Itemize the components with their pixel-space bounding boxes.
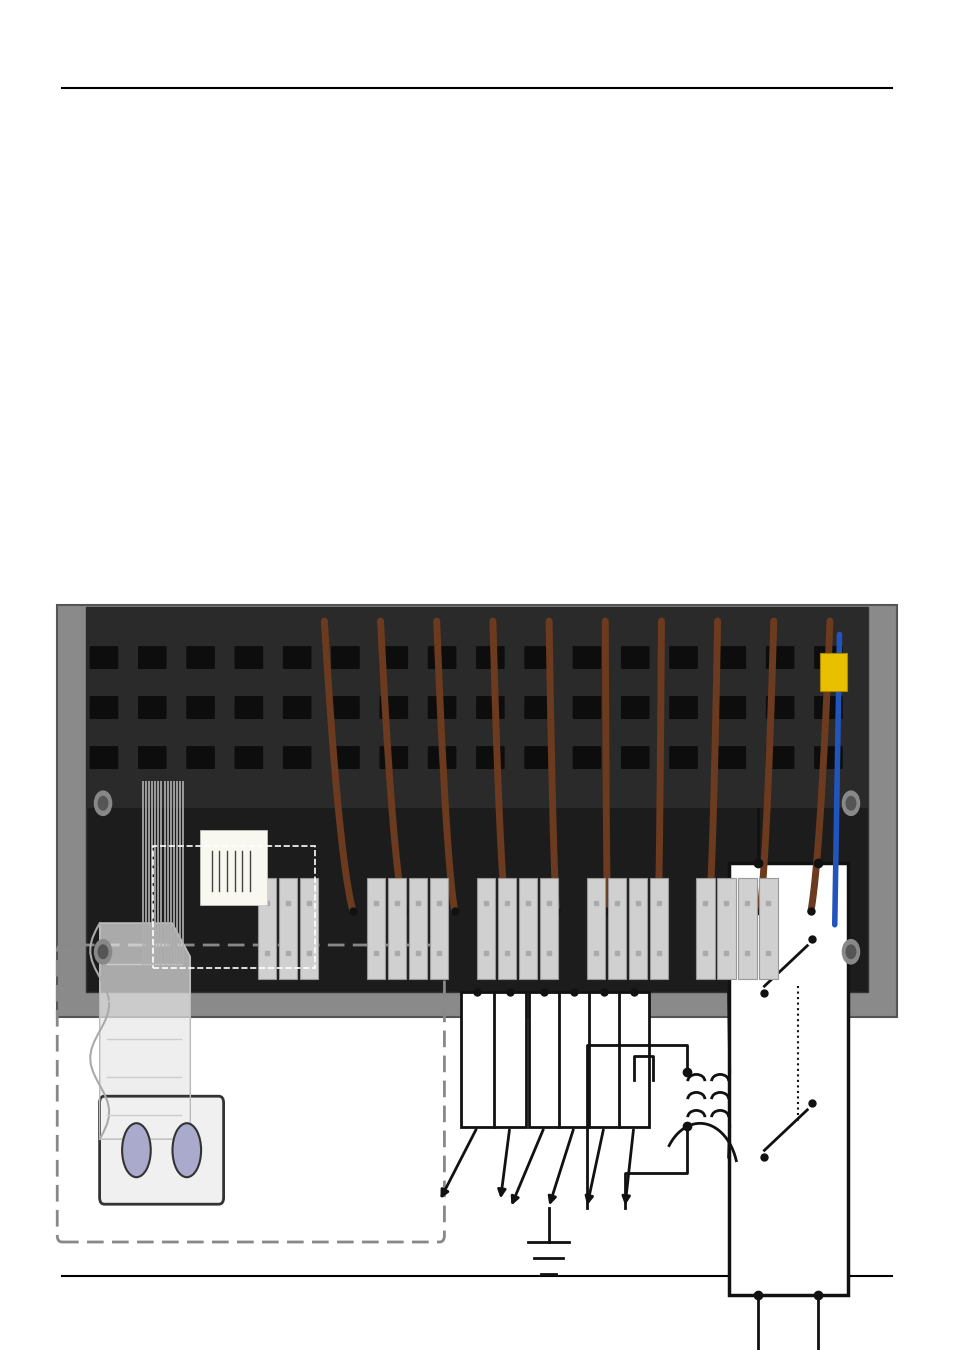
FancyBboxPatch shape (668, 647, 697, 670)
FancyBboxPatch shape (813, 697, 841, 720)
FancyBboxPatch shape (518, 878, 537, 979)
FancyBboxPatch shape (379, 747, 408, 769)
FancyBboxPatch shape (696, 878, 714, 979)
FancyBboxPatch shape (628, 878, 646, 979)
Polygon shape (100, 923, 190, 1139)
FancyBboxPatch shape (717, 647, 745, 670)
FancyBboxPatch shape (586, 878, 604, 979)
FancyBboxPatch shape (138, 647, 167, 670)
FancyBboxPatch shape (497, 878, 516, 979)
FancyBboxPatch shape (257, 878, 275, 979)
FancyBboxPatch shape (331, 697, 359, 720)
FancyBboxPatch shape (90, 647, 118, 670)
FancyBboxPatch shape (620, 747, 649, 769)
FancyBboxPatch shape (717, 697, 745, 720)
FancyBboxPatch shape (186, 697, 214, 720)
FancyBboxPatch shape (331, 647, 359, 670)
FancyBboxPatch shape (539, 878, 558, 979)
Circle shape (841, 791, 859, 815)
FancyBboxPatch shape (427, 747, 456, 769)
FancyBboxPatch shape (57, 605, 896, 1017)
FancyBboxPatch shape (476, 747, 504, 769)
FancyBboxPatch shape (813, 747, 841, 769)
FancyBboxPatch shape (524, 747, 553, 769)
FancyBboxPatch shape (234, 647, 263, 670)
FancyBboxPatch shape (524, 697, 553, 720)
FancyBboxPatch shape (620, 697, 649, 720)
FancyBboxPatch shape (476, 697, 504, 720)
FancyBboxPatch shape (234, 697, 263, 720)
FancyBboxPatch shape (200, 830, 267, 905)
FancyBboxPatch shape (572, 697, 600, 720)
Ellipse shape (172, 1123, 201, 1177)
FancyBboxPatch shape (759, 878, 777, 979)
FancyBboxPatch shape (379, 647, 408, 670)
FancyBboxPatch shape (765, 647, 794, 670)
FancyBboxPatch shape (90, 697, 118, 720)
FancyBboxPatch shape (427, 647, 456, 670)
FancyBboxPatch shape (607, 878, 625, 979)
FancyBboxPatch shape (331, 747, 359, 769)
FancyBboxPatch shape (299, 878, 317, 979)
Circle shape (845, 796, 855, 810)
FancyBboxPatch shape (813, 647, 841, 670)
Circle shape (98, 945, 108, 958)
FancyBboxPatch shape (186, 747, 214, 769)
FancyBboxPatch shape (572, 747, 600, 769)
FancyBboxPatch shape (234, 747, 263, 769)
Ellipse shape (122, 1123, 151, 1177)
FancyBboxPatch shape (668, 697, 697, 720)
FancyBboxPatch shape (668, 747, 697, 769)
FancyBboxPatch shape (738, 878, 756, 979)
FancyBboxPatch shape (620, 647, 649, 670)
FancyBboxPatch shape (138, 747, 167, 769)
Circle shape (841, 940, 859, 964)
FancyBboxPatch shape (460, 992, 525, 1127)
FancyBboxPatch shape (99, 1096, 223, 1204)
FancyBboxPatch shape (86, 608, 867, 992)
FancyBboxPatch shape (379, 697, 408, 720)
FancyBboxPatch shape (430, 878, 448, 979)
FancyBboxPatch shape (717, 878, 735, 979)
Circle shape (845, 945, 855, 958)
FancyBboxPatch shape (282, 747, 311, 769)
FancyBboxPatch shape (282, 647, 311, 670)
FancyBboxPatch shape (572, 647, 600, 670)
Circle shape (98, 796, 108, 810)
FancyBboxPatch shape (717, 747, 745, 769)
Circle shape (94, 791, 112, 815)
FancyBboxPatch shape (476, 878, 495, 979)
FancyBboxPatch shape (138, 697, 167, 720)
FancyBboxPatch shape (765, 697, 794, 720)
FancyBboxPatch shape (728, 864, 847, 1296)
FancyBboxPatch shape (86, 608, 867, 807)
FancyBboxPatch shape (649, 878, 667, 979)
FancyBboxPatch shape (529, 992, 648, 1127)
FancyBboxPatch shape (524, 647, 553, 670)
FancyBboxPatch shape (278, 878, 296, 979)
FancyBboxPatch shape (820, 653, 846, 691)
FancyBboxPatch shape (367, 878, 385, 979)
FancyBboxPatch shape (388, 878, 406, 979)
FancyBboxPatch shape (282, 697, 311, 720)
FancyBboxPatch shape (409, 878, 427, 979)
FancyBboxPatch shape (427, 697, 456, 720)
FancyBboxPatch shape (476, 647, 504, 670)
FancyBboxPatch shape (90, 747, 118, 769)
FancyBboxPatch shape (186, 647, 214, 670)
Circle shape (94, 940, 112, 964)
FancyBboxPatch shape (765, 747, 794, 769)
